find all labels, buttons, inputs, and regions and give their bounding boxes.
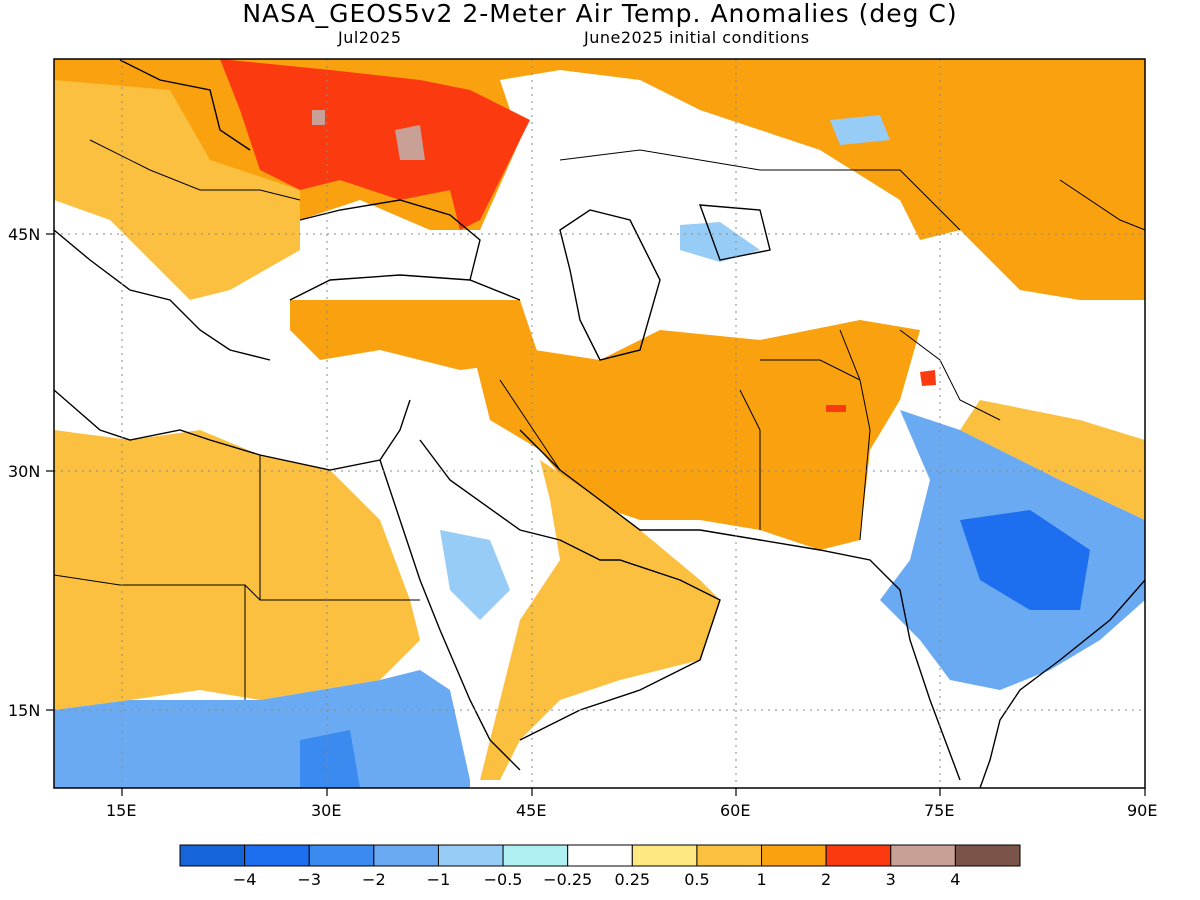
- colorbar-swatch: [696, 844, 763, 867]
- colorbar-tick-label: −4: [232, 870, 257, 889]
- lat-label-45n: 45N: [8, 225, 41, 244]
- colorbar-swatch: [373, 844, 439, 867]
- cool-arabia-region: [440, 530, 510, 620]
- colorbar-swatch: [825, 844, 892, 867]
- coastlines: [54, 59, 1145, 788]
- cool-sahel-core: [300, 730, 360, 788]
- colorbar-swatch: [567, 844, 633, 867]
- hot-east-europe-region: [220, 59, 530, 230]
- lon-label-15e: 15E: [106, 801, 137, 820]
- extreme-hot-spot: [312, 110, 325, 125]
- hot-afghan-spot: [826, 405, 846, 412]
- colorbar-tick-label: 2: [821, 870, 832, 889]
- grid-lines: [54, 59, 1145, 788]
- warm-sahara-region: [54, 430, 420, 710]
- colorbar-swatch: [308, 844, 375, 867]
- cool-kazakh-patch: [680, 222, 760, 262]
- hot-kashmir-spot: [920, 370, 936, 386]
- lat-label-15n: 15N: [8, 701, 41, 720]
- chart-title: NASA_GEOS5v2 2-Meter Air Temp. Anomalies…: [242, 0, 958, 28]
- lon-label-45e: 45E: [516, 801, 547, 820]
- colorbar-tick-label: −1: [426, 870, 451, 889]
- axis-ticks: [46, 233, 1146, 796]
- warm-himalaya-region: [960, 400, 1145, 520]
- colorbar-swatch: [890, 844, 956, 867]
- colorbar-tick-label: 0.25: [614, 870, 651, 889]
- colorbar-tick-label: 1: [756, 870, 767, 889]
- colorbar-swatch: [179, 844, 246, 867]
- lon-label-90e: 90E: [1127, 801, 1158, 820]
- extreme-hot-spot: [395, 125, 425, 160]
- colorbar-tick-label: −0.5: [483, 870, 523, 889]
- init-conditions-label: June2025 initial conditions: [584, 28, 810, 47]
- warm-europe-region: [54, 80, 300, 300]
- colorbar-tick-label: 4: [950, 870, 961, 889]
- cold-india-core: [960, 510, 1090, 610]
- lon-label-60e: 60E: [720, 801, 751, 820]
- colorbar-swatch: [244, 844, 310, 867]
- colorbar-tick-label: 3: [885, 870, 896, 889]
- colorbar-tick-label: 0.5: [684, 870, 710, 889]
- colorbar-swatch: [437, 844, 504, 867]
- colorbar-tick-label: −3: [297, 870, 322, 889]
- cool-sahel-region: [54, 670, 470, 788]
- cool-siberia-patch: [830, 115, 890, 145]
- warm-turkey-region: [290, 300, 540, 370]
- colorbar-swatch: [954, 844, 1021, 867]
- warm-arabia-region: [480, 460, 720, 780]
- colorbar: [179, 844, 1021, 867]
- colorbar-swatch: [631, 844, 698, 867]
- map-frame: [53, 58, 1146, 789]
- colorbar-tick-label: −0.25: [543, 870, 593, 889]
- lon-label-30e: 30E: [311, 801, 342, 820]
- colorbar-tick-label: −2: [362, 870, 386, 889]
- valid-month-label: Jul2025: [338, 28, 402, 47]
- colorbar-swatch: [761, 844, 827, 867]
- lat-label-30n: 30N: [8, 462, 41, 481]
- colorbar-swatch: [502, 844, 569, 867]
- lon-label-75e: 75E: [924, 801, 955, 820]
- country-borders: [54, 139, 1145, 700]
